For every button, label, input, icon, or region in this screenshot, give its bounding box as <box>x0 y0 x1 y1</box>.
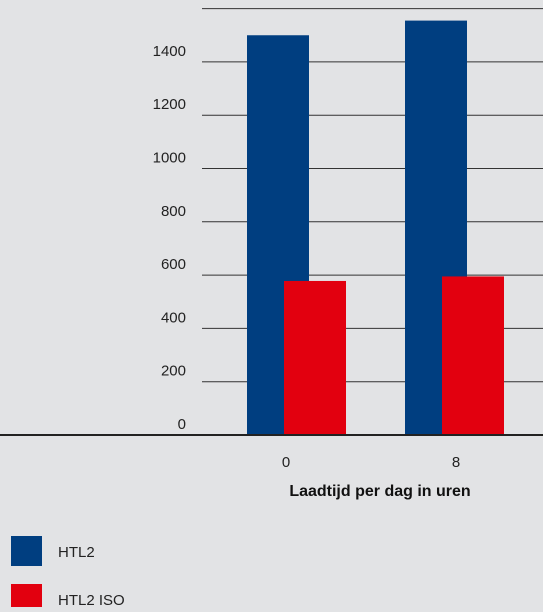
legend-swatch <box>11 536 42 566</box>
y-tick-label: 800 <box>161 203 186 220</box>
y-tick-label: 200 <box>161 363 186 380</box>
y-tick-labels: 0 200 400 600 800 1000 1200 1400 <box>153 43 186 433</box>
y-tick-label: 0 <box>178 416 186 433</box>
bar-htl2-iso-0 <box>284 280 346 435</box>
legend-label: HTL2 <box>58 544 95 561</box>
x-tick-label: 8 <box>452 454 460 471</box>
y-tick-label: 1200 <box>153 96 186 113</box>
legend-label: HTL2 ISO <box>58 592 125 607</box>
y-tick-label: 400 <box>161 309 186 326</box>
y-tick-label: 1400 <box>153 43 186 60</box>
legend: HTL2 HTL2 ISO <box>11 536 125 612</box>
bar-htl2-iso-8 <box>442 276 504 435</box>
legend-swatch <box>11 584 42 612</box>
bars <box>247 20 504 436</box>
y-tick-label: 1000 <box>153 150 186 167</box>
x-axis-label: Laadtijd per dag in uren <box>289 483 470 500</box>
x-tick-label: 0 <box>282 454 290 471</box>
y-tick-label: 600 <box>161 256 186 273</box>
